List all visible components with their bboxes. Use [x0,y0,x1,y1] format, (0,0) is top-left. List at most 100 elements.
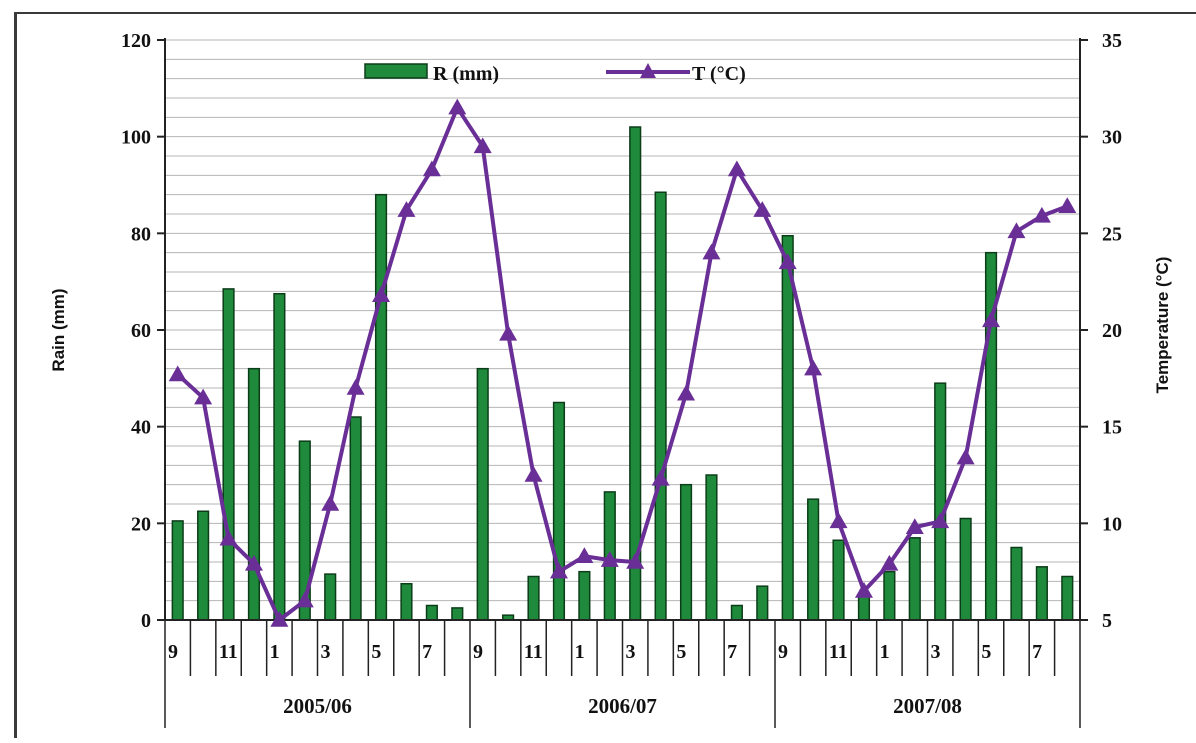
rain-bar [679,483,693,621]
rain-bar [171,520,184,621]
month-tick-label: 1 [575,641,585,663]
frame-top-edge [14,12,1196,14]
month-tick-label: 1 [270,641,280,663]
temperature-point [905,518,924,534]
month-tick-label: 3 [626,641,636,663]
rain-bar [832,539,845,621]
temperature-point [829,512,848,529]
temperature-point [651,469,670,486]
rain-bar [197,510,210,621]
rain-bar [349,416,362,621]
temperature-point [931,512,950,529]
temperature-point [804,359,823,376]
right-tick-label: 15 [1102,417,1122,439]
rain-bar [324,573,337,621]
temperature-point [219,529,238,546]
month-tick-label: 5 [981,641,991,663]
temperature-point [168,365,187,382]
temperature-point [194,388,213,405]
temperature-point [473,137,492,154]
right-tick-label: 35 [1102,30,1122,52]
month-tick-label: 9 [778,641,788,663]
axes [157,38,1088,728]
month-tick-label: 7 [727,641,737,663]
temperature-point [702,243,721,260]
season-label: 2005/06 [283,694,352,718]
temperature-point [956,448,975,465]
temperature-point [549,562,568,579]
temperature-point [1058,197,1077,214]
rain-bar [222,288,235,621]
temperature-point [524,466,543,482]
rain-bar [807,498,820,621]
right-tick-label: 10 [1102,513,1122,535]
season-label: 2007/08 [893,694,962,718]
rain-bar [400,583,413,621]
rain-bar [425,604,438,621]
temperature-point [753,201,772,217]
rain-bar [756,585,769,621]
rain-bar [578,570,591,621]
left-tick-label: 60 [131,320,151,342]
right-tick-label: 20 [1102,320,1122,342]
temperature-point [397,201,416,217]
rain-bar [1035,566,1048,621]
month-tick-label: 1 [880,641,890,663]
month-tick-label: 9 [168,641,178,663]
rain-bar [883,570,896,621]
right-tick-label: 5 [1102,610,1112,632]
temperature-point [778,253,797,270]
month-tick-label: 11 [524,641,543,663]
month-tick-label: 9 [473,641,483,663]
rain-bar [527,575,540,621]
temperature-point [372,286,391,302]
temperature-point [600,551,619,567]
right-tick-label: 25 [1102,223,1122,245]
rain-bar [552,401,566,621]
frame-left-edge [14,12,17,738]
legend-temp-label: T (°C) [692,63,746,85]
rain-bar [781,235,794,621]
temperature-point [499,324,518,341]
right-axis-title: Temperature (°C) [1153,257,1172,394]
right-tick-label: 30 [1102,127,1122,149]
left-axis-title: Rain (mm) [49,288,68,371]
rain-bar [1010,546,1023,621]
rain-bar [857,595,871,621]
left-tick-label: 120 [121,30,151,52]
grid [165,39,1080,621]
rain-bar [451,607,464,621]
temperature-point [1007,222,1026,239]
left-tick-label: 80 [131,223,151,245]
month-tick-label: 7 [422,641,432,663]
month-tick-label: 3 [931,641,941,663]
rain-bar [476,367,489,621]
temperature-point [448,98,467,115]
temperature-point [321,495,340,511]
season-label: 2006/07 [588,694,657,718]
month-tick-label: 11 [219,641,238,663]
rain-bar [273,293,286,621]
month-tick-label: 3 [321,641,331,663]
legend-temp-marker [640,63,656,78]
temperature-point [626,553,645,569]
temperature-point [880,554,899,571]
rain-bar [934,382,947,621]
rain-bar [908,537,921,621]
temperature-point [727,160,746,177]
temperature-point [1032,206,1051,223]
temperature-point [346,379,365,395]
left-tick-label: 20 [131,513,151,535]
month-tick-label: 5 [676,641,686,663]
month-tick-label: 7 [1032,641,1042,663]
temperature-point [982,311,1001,328]
temperature-point [575,547,594,563]
legend: R (mm) T (°C) [364,63,746,85]
left-tick-label: 0 [141,610,151,632]
rain-bar [374,193,388,621]
temperature-point [244,554,263,571]
left-tick-label: 40 [131,417,151,439]
rain-bar [730,604,743,621]
